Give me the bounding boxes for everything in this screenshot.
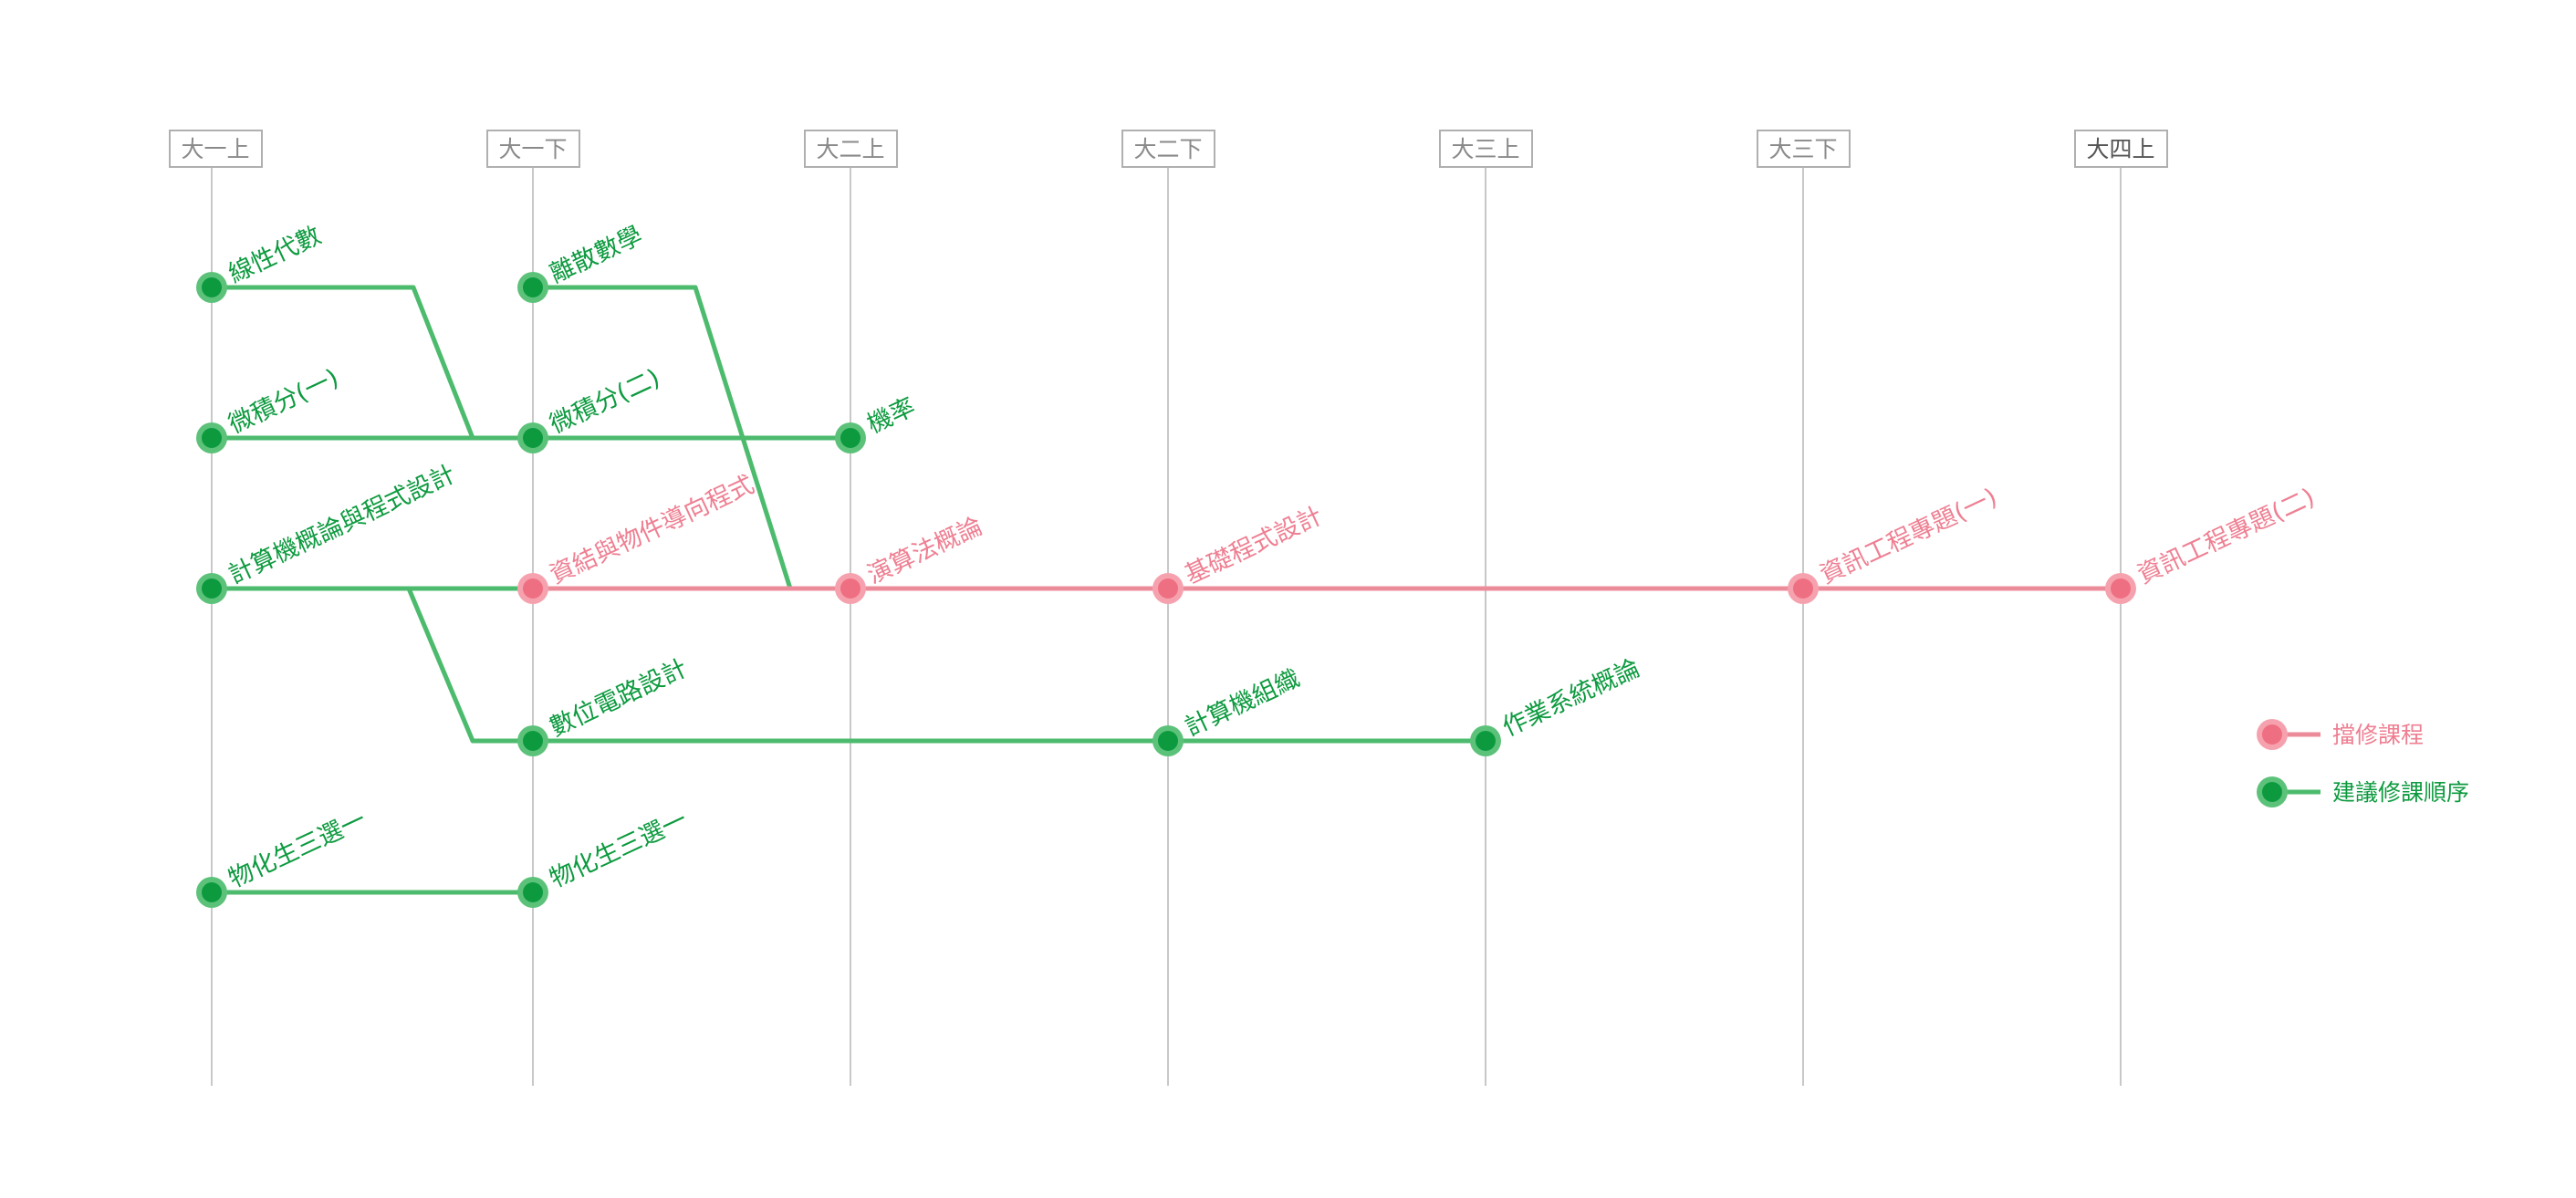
legend-label: 建議修課順序: [2332, 779, 2469, 806]
semester-header-box: [1439, 130, 1533, 168]
link-discrete-math-to-algorithms: [533, 285, 793, 589]
legend-dot-inner: [2262, 782, 2282, 802]
semester-label: 大三上: [1451, 136, 1519, 162]
course-label: 資結與物件導向程式: [546, 471, 758, 590]
course-label: 物化生三選一: [546, 806, 692, 894]
semester-label: 大一下: [498, 136, 567, 162]
node-dot-inner: [840, 578, 860, 599]
node-ds-oop[interactable]: 資結與物件導向程式: [517, 471, 758, 604]
semester-header-box: [169, 130, 263, 168]
course-label: 物化生三選一: [224, 806, 370, 894]
course-label: 機率: [863, 392, 920, 439]
legend-dot-inner: [2262, 724, 2282, 745]
course-label: 資訊工程專題(一): [1816, 483, 2001, 589]
course-label: 基礎程式設計: [1181, 502, 1327, 590]
node-dot-inner: [202, 882, 222, 902]
semester-column-y4a: 大四上: [2074, 130, 2168, 1086]
node-discrete-math[interactable]: 離散數學: [517, 222, 647, 303]
node-dot-inner: [523, 428, 543, 448]
course-label: 資訊工程專題(二): [2133, 483, 2319, 589]
node-dot-inner: [202, 428, 222, 448]
semester-header-box: [486, 130, 580, 168]
node-linear-algebra[interactable]: 線性代數: [196, 222, 326, 303]
node-dot-inner: [523, 882, 543, 902]
semester-header-box: [2074, 130, 2168, 168]
semester-label: 大四上: [2086, 136, 2154, 162]
semester-column-y2a: 大二上: [804, 130, 898, 1086]
course-label: 線性代數: [224, 222, 326, 289]
node-dot-inner: [523, 731, 543, 751]
semester-column-y1b: 大一下: [486, 130, 580, 1086]
semester-column-y3b: 大三下: [1757, 130, 1851, 1086]
semester-header-box: [1757, 130, 1851, 168]
node-dot-inner: [202, 277, 222, 297]
course-links: [212, 285, 2121, 895]
node-dot-inner: [1476, 731, 1496, 751]
legend-item-suggested[interactable]: 建議修課順序: [2257, 776, 2469, 807]
node-dot-inner: [2111, 578, 2131, 599]
semester-column-y1a: 大一上: [169, 130, 263, 1086]
legend-item-prerequisite[interactable]: 擋修課程: [2257, 719, 2424, 750]
semester-header-box: [804, 130, 898, 168]
course-nodes: 線性代數 離散數學 微積分(一) 微積分(二) 機率 計算機概論與程式設計: [196, 222, 2319, 908]
legend-label: 擋修課程: [2332, 722, 2424, 748]
course-label: 離散數學: [546, 222, 647, 289]
legend: 擋修課程 建議修課順序: [2257, 719, 2469, 807]
semester-label: 大三下: [1768, 136, 1837, 162]
node-sci-week-b[interactable]: 物化生三選一: [517, 806, 692, 908]
node-dot-inner: [1793, 578, 1813, 599]
node-project-1[interactable]: 資訊工程專題(一): [1788, 483, 2001, 604]
semester-column-y3a: 大三上: [1439, 130, 1533, 1086]
course-label: 計算機組織: [1181, 664, 1304, 742]
semester-label: 大二上: [816, 136, 884, 162]
semester-label: 大一上: [181, 136, 249, 162]
node-dot-inner: [523, 277, 543, 297]
course-label: 微積分(一): [224, 364, 343, 440]
node-dot-inner: [1158, 578, 1178, 599]
course-label: 計算機概論與程式設計: [224, 460, 460, 589]
node-intro-cs[interactable]: 計算機概論與程式設計: [196, 460, 460, 604]
course-label: 演算法概論: [863, 512, 986, 589]
course-label: 作業系統概論: [1498, 654, 1644, 743]
semester-header-box: [1121, 130, 1215, 168]
node-os[interactable]: 作業系統概論: [1470, 654, 1644, 756]
node-dot-inner: [523, 578, 543, 599]
course-label: 微積分(二): [546, 364, 664, 440]
node-dot-inner: [840, 428, 860, 448]
semester-label: 大二下: [1133, 136, 1202, 162]
course-label: 數位電路設計: [546, 654, 692, 743]
semester-axes: 大一上 大一下 大二上 大二下 大三上 大三下: [169, 130, 2168, 1086]
semester-column-y2b: 大二下: [1121, 130, 1215, 1086]
node-project-2[interactable]: 資訊工程專題(二): [2105, 483, 2319, 604]
node-dot-inner: [1158, 731, 1178, 751]
link-intro-cs-to-digital-circuits: [406, 588, 533, 744]
node-probability[interactable]: 機率: [835, 392, 920, 453]
node-dot-inner: [202, 578, 222, 599]
